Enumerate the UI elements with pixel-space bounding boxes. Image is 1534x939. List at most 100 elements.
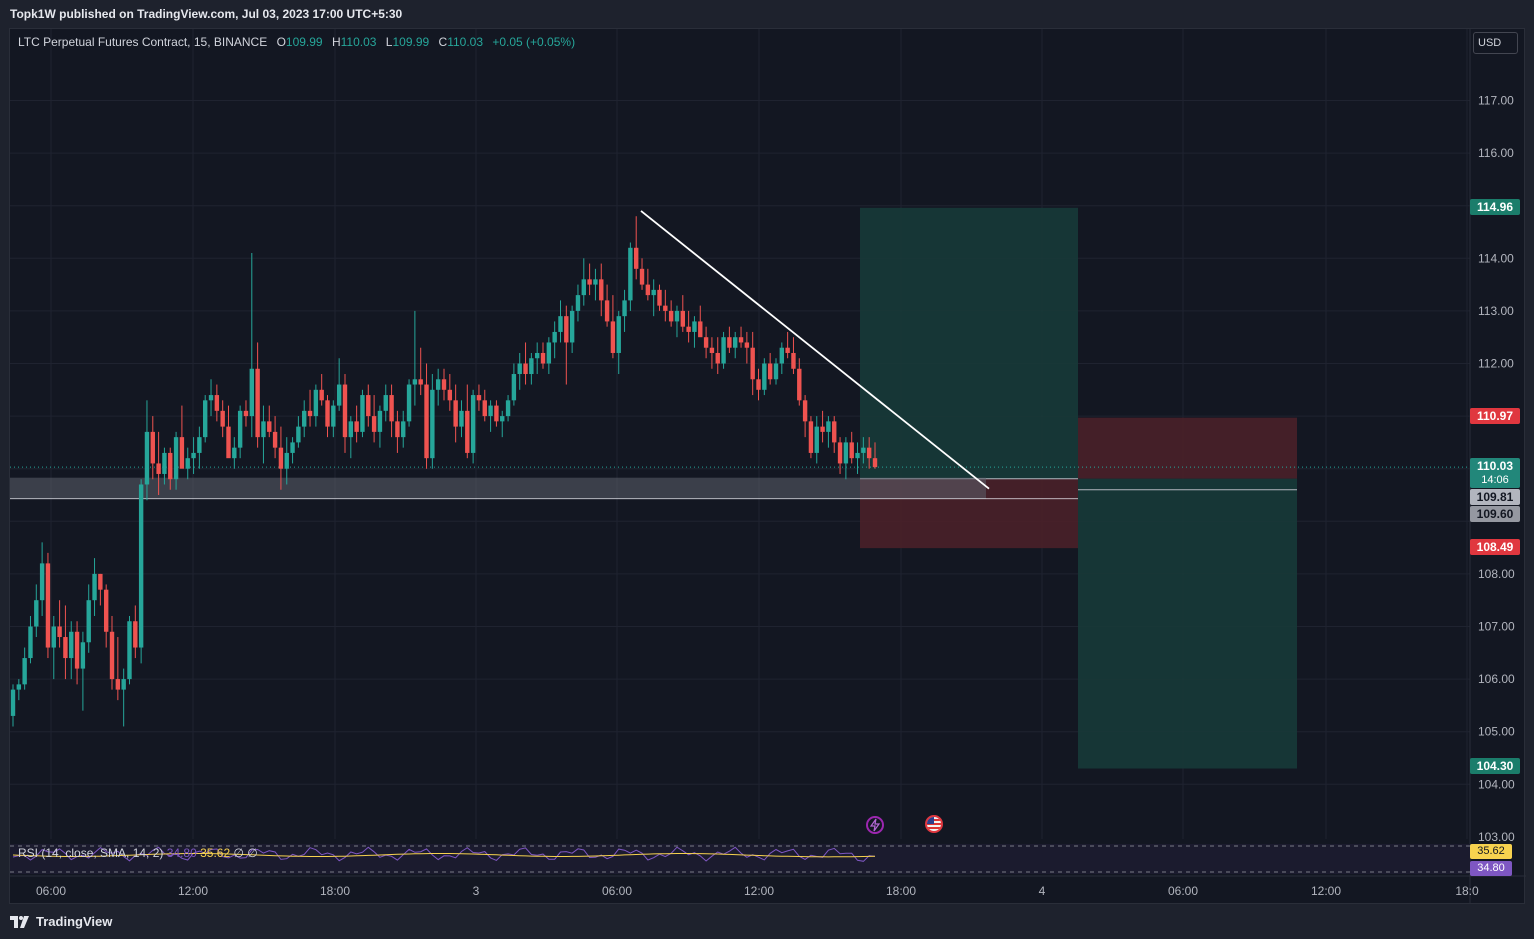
candle-body [733,337,738,348]
candle-body [74,631,80,669]
candle-body [767,363,773,380]
time-tick-label: 3 [473,884,480,898]
lightning-event-icon[interactable] [866,816,884,834]
candle-body [727,337,732,348]
trend-line [640,210,990,490]
rsi-extra: ∅ ∅ [233,846,258,860]
candle-body [756,379,761,390]
candle-body [168,452,173,480]
candle-body [290,442,295,453]
candle-body [430,389,435,459]
high-label: H [331,35,341,49]
low-label: L [385,35,393,49]
candle-body [453,400,458,427]
open-value: 109.99 [285,35,323,49]
price-tick-label: 117.00 [1478,94,1514,108]
rsi-ma-value: 35.62 [200,846,231,860]
candle-body [57,626,62,638]
candle-body [220,410,225,427]
candle-body [861,447,866,453]
rsi-ma-line [12,853,876,858]
support-zone [10,477,986,499]
candle-body [406,384,412,422]
candle-body [785,347,790,353]
candle-body [214,395,220,411]
candle-body [249,368,254,417]
candle-body [313,389,319,417]
us-flag-event-icon[interactable] [925,815,943,833]
price-tick-label: 104.00 [1478,777,1515,791]
candle-body [802,400,808,422]
candle-body [389,395,394,422]
candle-body [325,400,330,427]
candle-body [173,437,179,480]
candle-body [28,626,33,659]
currency-selector[interactable]: USD [1473,32,1518,54]
candle-body [744,342,750,348]
candle-body [709,347,715,353]
candle-body [599,279,604,301]
time-tick-label: 12:00 [1311,884,1341,898]
candle-body [593,279,598,285]
candle-body [39,563,45,601]
candle-body [546,342,552,364]
change-value: +0.05 (+0.05%) [492,35,576,49]
candle-body [569,310,575,343]
candle-body [540,352,546,364]
candle-body [517,363,522,375]
candle-body [383,395,388,411]
time-tick-label: 06:00 [602,884,632,898]
candle-body [674,310,680,322]
chart-panel[interactable]: 117.00 116.00 114.00 113.00 112.00 108.00 107.… [9,28,1526,905]
candle-body [45,563,51,648]
target-bottom-tag: 104.30 [1470,758,1520,774]
time-tick-label: 4 [1039,884,1046,898]
price-tick-label: 113.00 [1478,304,1514,318]
candle-body [470,395,476,453]
candle-body [115,679,121,690]
countdown-value: 14:06 [1481,474,1509,486]
candle-body [814,426,819,453]
time-tick-label: 06:00 [1168,884,1198,898]
candle-body [604,300,610,322]
candle-body [797,368,802,401]
candle-body [92,573,97,601]
candle-body [69,631,74,659]
last-price-value: 110.03 [1476,459,1514,473]
candle-body [377,410,383,432]
candle-body [715,352,720,364]
candle-body [645,284,651,296]
candle-body [692,321,697,332]
chart-canvas[interactable]: 117.00 116.00 114.00 113.00 112.00 108.00 107.… [10,29,1526,905]
candle-body [447,389,453,401]
candle-body [849,442,854,459]
entry-tag-a: 109.81 [1470,489,1520,505]
candle-body [296,426,301,443]
candle-body [156,463,161,474]
candle-body [162,452,167,474]
tradingview-logo[interactable]: TradingView [10,914,112,929]
candle-body [144,431,150,485]
rsi-label: RSI (14, close, SMA, 14, 2) [18,846,164,860]
price-tick-label: 106.00 [1478,672,1515,686]
candle-body [237,410,243,448]
candle-body [319,389,324,401]
candle-body [22,658,27,685]
candle-body [855,452,860,459]
candle-body [208,395,214,401]
candle-body [721,337,726,364]
candle-body [610,321,616,353]
candle-body [336,384,342,406]
candle-body [98,573,103,590]
candle-body [698,321,703,338]
candle-body [465,410,470,453]
rsi-legend: RSI (14, close, SMA, 14, 2) 34.80 35.62 … [18,846,258,860]
candle-body [103,589,109,632]
candle-body [622,300,627,317]
low-value: 109.99 [392,35,430,49]
publish-header: Topk1W published on TradingView.com, Jul… [0,0,1534,28]
candle-body [668,310,674,322]
candle-body [866,447,872,459]
candle-body [564,316,569,343]
candle-body [639,268,645,285]
